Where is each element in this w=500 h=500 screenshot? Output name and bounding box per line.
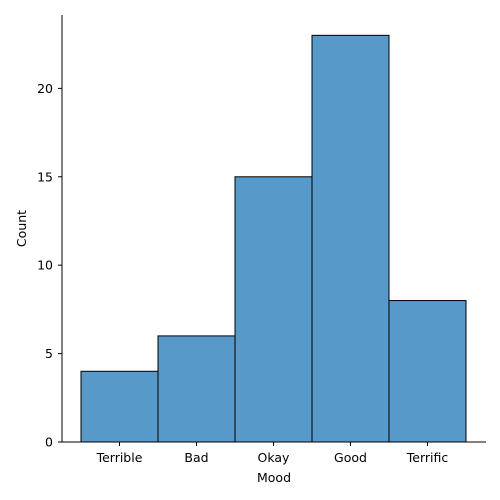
bars-group — [80, 34, 467, 443]
y-tick-label: 10 — [37, 258, 53, 273]
bar-good — [311, 34, 390, 443]
y-tick-label: 20 — [37, 81, 53, 96]
bar-terrible — [80, 370, 159, 443]
y-axis-ticks: 0 5 10 15 20 — [37, 81, 62, 450]
x-tick-label: Good — [334, 450, 367, 465]
x-tick-label: Terrific — [406, 450, 449, 465]
x-tick-label: Okay — [258, 450, 291, 465]
x-axis-title: Mood — [257, 470, 291, 485]
y-tick-label: 5 — [45, 346, 53, 361]
y-tick-label: 0 — [45, 435, 53, 450]
y-tick-label: 15 — [37, 169, 53, 184]
y-axis-title: Count — [14, 210, 29, 247]
bar-okay — [234, 176, 313, 443]
bar-bad — [157, 335, 236, 443]
x-tick-label: Terrible — [96, 450, 143, 465]
x-tick-label: Bad — [184, 450, 208, 465]
x-axis-ticks: Terrible Bad Okay Good Terrific — [96, 442, 449, 465]
bar-terrific — [388, 300, 467, 443]
